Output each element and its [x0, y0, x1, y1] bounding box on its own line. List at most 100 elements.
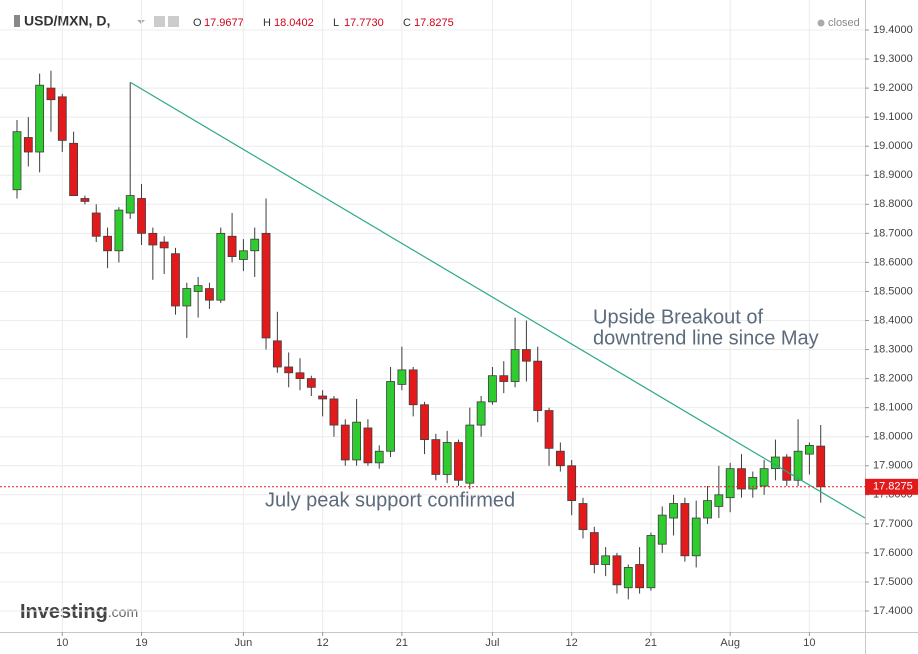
candle	[578, 497, 588, 539]
candle-body	[340, 424, 350, 461]
candle-body	[612, 555, 622, 586]
y-tick-label: 17.7000	[873, 518, 913, 530]
status-dot	[817, 19, 825, 27]
y-tick-label: 18.9000	[873, 169, 913, 181]
x-tick-label: 19	[135, 637, 147, 649]
candle	[12, 120, 22, 199]
candle-body	[476, 401, 486, 426]
candle	[669, 494, 678, 536]
ohlc-key: H	[263, 17, 271, 29]
candle-body	[816, 445, 826, 488]
candle-body	[272, 340, 282, 368]
candle-body	[465, 424, 475, 484]
candle	[408, 366, 418, 417]
candle	[250, 227, 260, 277]
candle-body	[510, 349, 520, 382]
symbol-icon	[14, 15, 20, 27]
candle-body	[318, 395, 328, 400]
candle	[318, 390, 328, 417]
candle	[397, 346, 407, 391]
candle-body	[238, 250, 248, 260]
candle	[555, 442, 565, 472]
candle	[623, 564, 633, 600]
candle-body	[363, 427, 373, 464]
candle-body	[46, 87, 56, 101]
candle	[691, 500, 701, 568]
candle	[805, 442, 814, 475]
candle-body	[103, 235, 112, 252]
eye-icon[interactable]	[154, 16, 165, 27]
status: closed	[828, 17, 860, 29]
last-price-label: 17.8275	[873, 481, 913, 493]
candle	[69, 131, 78, 196]
x-tick-label: 21	[645, 637, 657, 649]
candle	[171, 247, 180, 315]
candle	[431, 433, 441, 481]
logo-text: Investing.com	[20, 601, 138, 623]
candle	[680, 497, 690, 562]
candle-body	[295, 372, 305, 380]
candle	[23, 117, 33, 167]
candle-body	[793, 450, 803, 481]
candle-body	[205, 288, 214, 301]
candle	[182, 282, 192, 338]
y-tick-label: 18.5000	[873, 285, 913, 297]
candle-body	[601, 555, 611, 565]
y-tick-label: 19.4000	[873, 24, 913, 36]
y-tick-label: 17.4000	[873, 605, 913, 617]
candle	[386, 366, 395, 458]
y-tick-label: 17.5000	[873, 576, 913, 588]
candle	[272, 311, 282, 373]
trend-line	[129, 81, 866, 519]
candle-body	[227, 235, 237, 257]
candle	[91, 204, 101, 243]
candle-body	[386, 381, 395, 452]
candle	[589, 526, 599, 574]
candle-body	[442, 442, 452, 475]
candle	[193, 276, 203, 318]
candle-body	[329, 398, 339, 426]
candle-body	[623, 567, 633, 589]
candle-body	[80, 198, 90, 202]
candle-body	[69, 142, 78, 196]
candle-body	[35, 84, 45, 153]
candle	[306, 375, 316, 397]
annotation: Upside Breakout of	[593, 306, 764, 328]
x-tick-label: 12	[317, 637, 329, 649]
candle	[703, 486, 712, 524]
candle	[567, 459, 577, 516]
x-tick-label: Aug	[720, 637, 740, 649]
candle-body	[250, 238, 260, 252]
ohlc-value: 17.8275	[414, 17, 454, 29]
candle	[793, 419, 803, 487]
candle-body	[397, 369, 407, 385]
ohlc-key: C	[403, 17, 411, 29]
settings-icon[interactable]	[168, 16, 179, 27]
candle-body	[284, 366, 294, 374]
dropdown[interactable]	[137, 20, 145, 24]
candle-body	[454, 442, 463, 481]
candle	[352, 398, 362, 466]
y-tick-label: 19.2000	[873, 82, 913, 94]
ohlc-value: 17.9677	[204, 17, 244, 29]
x-tick-label: 10	[803, 637, 815, 649]
candle	[238, 239, 248, 272]
y-tick-label: 18.7000	[873, 227, 913, 239]
header: USD/MXN, D, closed O 17.9677 H 18.0402 L 17.7…	[14, 13, 860, 29]
candle-body	[420, 404, 429, 441]
y-tick-label: 18.2000	[873, 373, 913, 385]
candle	[329, 396, 339, 437]
candle	[420, 401, 429, 455]
candle	[488, 366, 497, 405]
candle	[646, 532, 656, 591]
annotation: July peak support confirmed	[265, 489, 515, 511]
candle-body	[567, 465, 577, 502]
candle	[737, 454, 746, 498]
candle-body	[714, 494, 724, 507]
candle	[714, 465, 724, 519]
y-tick-label: 18.0000	[873, 431, 913, 443]
candle	[601, 547, 611, 577]
x-tick-label: 10	[56, 637, 68, 649]
